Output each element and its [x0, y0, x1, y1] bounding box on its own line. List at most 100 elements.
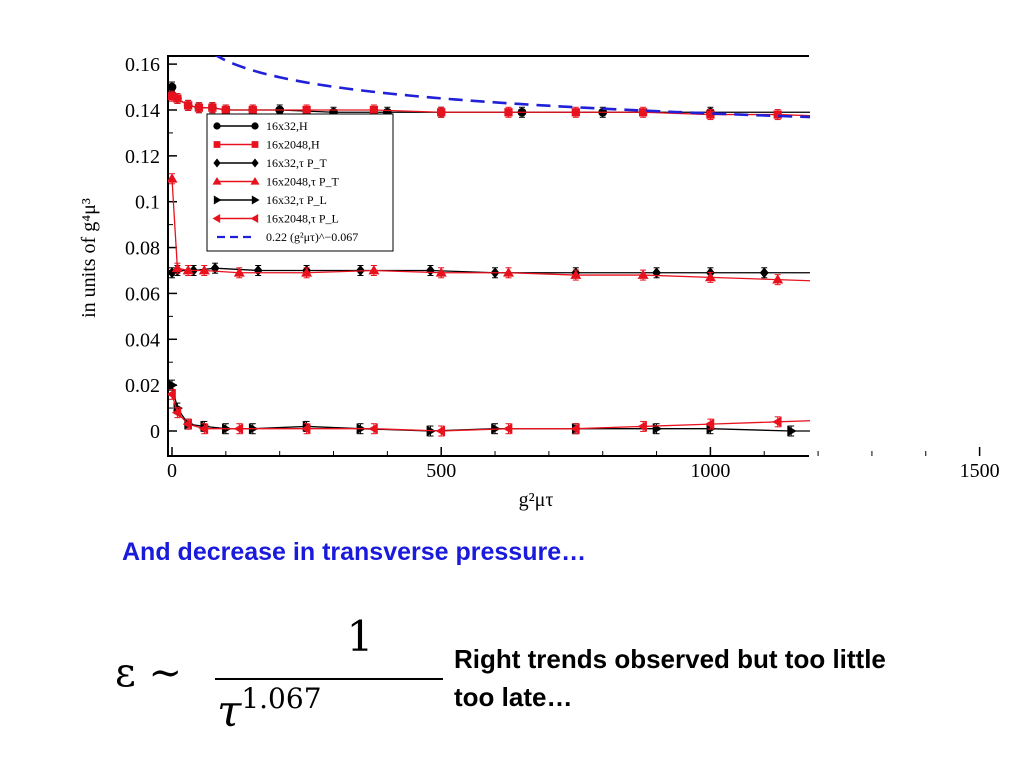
data-point — [233, 423, 244, 435]
data-point — [908, 113, 916, 121]
legend-entry: 16x2048,H — [213, 138, 320, 152]
data-point — [168, 92, 177, 101]
series-0-22-g-0-067 — [214, 56, 810, 119]
x-tick-label: 1500 — [960, 460, 1000, 482]
legend-entry: 16x32,τ P_L — [213, 193, 327, 207]
x-tick-label: 0 — [167, 460, 177, 482]
data-point — [570, 269, 582, 279]
y-tick-label: 0.08 — [125, 238, 160, 260]
legend-label: 0.22 (g²μτ)^−0.067 — [266, 230, 358, 244]
data-point — [435, 425, 446, 437]
legend-box — [206, 113, 394, 252]
legend-label: 16x32,τ P_L — [266, 193, 327, 207]
data-point — [302, 105, 311, 115]
series-line — [171, 384, 810, 432]
x-axis-label: g²μτ — [519, 489, 554, 511]
data-point — [301, 267, 313, 277]
y-tick-label: 0.16 — [125, 54, 160, 76]
data-point — [208, 103, 217, 112]
y-tick-label: 0.1 — [135, 192, 160, 214]
formula-numerator: 1 — [346, 612, 374, 661]
data-point — [168, 388, 176, 400]
y-tick-label: 0.06 — [125, 283, 160, 305]
y-tick-label: 0.04 — [125, 329, 160, 351]
data-point — [369, 105, 379, 115]
legend-label: 16x2048,τ P_L — [266, 212, 339, 226]
legend-marker — [250, 214, 259, 223]
legend-label: 16x2048,τ P_T — [266, 175, 339, 189]
data-point — [907, 412, 916, 423]
data-point — [168, 173, 178, 183]
data-point — [787, 425, 797, 437]
data-point — [437, 108, 446, 117]
formula-fraction-bar — [215, 678, 443, 680]
data-point — [182, 418, 193, 430]
data-point — [704, 418, 715, 430]
data-point — [504, 108, 513, 117]
legend-entry: 0.22 (g²μτ)^−0.067 — [217, 230, 358, 244]
data-point — [759, 267, 769, 279]
data-point — [840, 276, 851, 285]
data-point — [637, 420, 647, 432]
data-point — [198, 264, 210, 275]
data-point — [974, 409, 983, 420]
legend-entry: 16x32,τ P_T — [213, 156, 327, 170]
legend-entry: 16x2048,τ P_L — [212, 212, 339, 226]
legend-entry: 16x2048,τ P_T — [212, 175, 339, 189]
data-point — [570, 423, 580, 435]
legend-marker — [213, 141, 221, 148]
formula-denominator-base: τ — [217, 686, 242, 737]
data-point — [841, 267, 850, 278]
data-point — [652, 267, 661, 279]
legend-marker — [250, 177, 260, 185]
data-point — [168, 267, 177, 279]
data-point — [571, 108, 580, 117]
x-tick-label: 1000 — [690, 460, 730, 482]
legend-marker — [213, 195, 222, 205]
data-point — [652, 423, 663, 435]
legend-marker — [213, 158, 221, 168]
legend-label: 16x32,τ P_T — [266, 156, 327, 170]
data-point — [975, 267, 984, 278]
data-point — [907, 276, 918, 285]
data-point — [975, 115, 983, 123]
axes: 0 0.02 0.04 0.06 0.08 0.1 0.12 0.14 0.16 0 500 1000… — [125, 54, 1000, 482]
legend-entry: 16x32,H — [213, 119, 308, 133]
data-point — [233, 267, 245, 277]
y-tick-label: 0 — [150, 421, 160, 443]
legend-marker — [251, 141, 259, 148]
data-point — [221, 105, 230, 115]
legend-label: 16x2048,H — [266, 138, 320, 152]
legend-marker — [212, 214, 221, 223]
data-point — [868, 426, 877, 437]
data-point — [772, 274, 784, 284]
data-point — [503, 423, 513, 435]
data-point — [194, 103, 204, 112]
data-point — [840, 414, 849, 425]
data-point — [706, 110, 715, 119]
legend-marker — [212, 177, 222, 185]
data-point — [426, 264, 435, 276]
data-point — [301, 423, 311, 435]
subtitle-caption: And decrease in transverse pressure… — [122, 538, 587, 566]
data-point — [182, 264, 194, 275]
data-point — [168, 379, 178, 391]
data-point — [841, 113, 849, 121]
data-point — [168, 82, 177, 92]
legend-label: 16x32,H — [266, 119, 308, 133]
data-point — [198, 423, 209, 435]
legend-marker — [251, 158, 259, 168]
data-point — [949, 426, 958, 437]
data-point — [368, 264, 380, 275]
data-point — [173, 94, 182, 103]
data-point — [773, 110, 782, 119]
formula-denominator: τ1.067 — [217, 682, 322, 737]
y-tick-label: 0.02 — [125, 375, 160, 397]
legend-marker — [251, 195, 260, 205]
series-16x2048-p-t — [168, 173, 918, 286]
data-point — [253, 264, 263, 276]
series-layer — [168, 56, 984, 437]
x-tick-label: 500 — [426, 460, 456, 482]
formula-lhs: ε ∼ — [115, 650, 182, 696]
data-point — [638, 108, 648, 117]
